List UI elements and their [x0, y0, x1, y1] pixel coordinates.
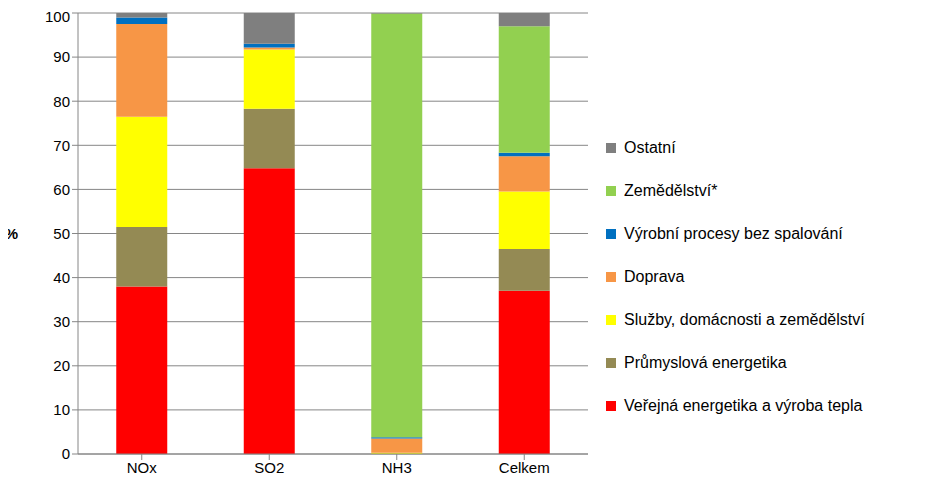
- svg-text:Celkem: Celkem: [499, 459, 550, 476]
- html-text:Průmyslová energetika: Průmyslová energetika: [624, 353, 787, 371]
- svg-text:SO2: SO2: [254, 459, 284, 476]
- html-text:Ostatní: Ostatní: [624, 138, 676, 156]
- html-text:Veřejná energetika a výroba te: Veřejná energetika a výroba tepla: [624, 396, 863, 414]
- svg-text:20: 20: [53, 357, 70, 374]
- svg-text:NOx: NOx: [127, 459, 158, 476]
- svg-text:70: 70: [53, 137, 70, 154]
- svg-text:0: 0: [62, 445, 70, 462]
- svg-text:NH3: NH3: [382, 459, 412, 476]
- svg-text:50: 50: [53, 225, 70, 242]
- html-text:Doprava: Doprava: [624, 267, 685, 285]
- html-text:Služby, domácnosti a zemědělst: Služby, domácnosti a zemědělství: [624, 310, 865, 328]
- svg-text:40: 40: [53, 269, 70, 286]
- svg-text:80: 80: [53, 93, 70, 110]
- svg-text:60: 60: [53, 181, 70, 198]
- svg-text:10: 10: [53, 401, 70, 418]
- svg-text:%: %: [8, 225, 18, 242]
- svg-text:30: 30: [53, 313, 70, 330]
- html-text:Zemědělství*: Zemědělství*: [624, 181, 718, 199]
- html-text:Výrobní procesy bez spalování: Výrobní procesy bez spalování: [624, 224, 843, 242]
- svg-text:90: 90: [53, 48, 70, 65]
- svg-text:100: 100: [45, 8, 70, 25]
